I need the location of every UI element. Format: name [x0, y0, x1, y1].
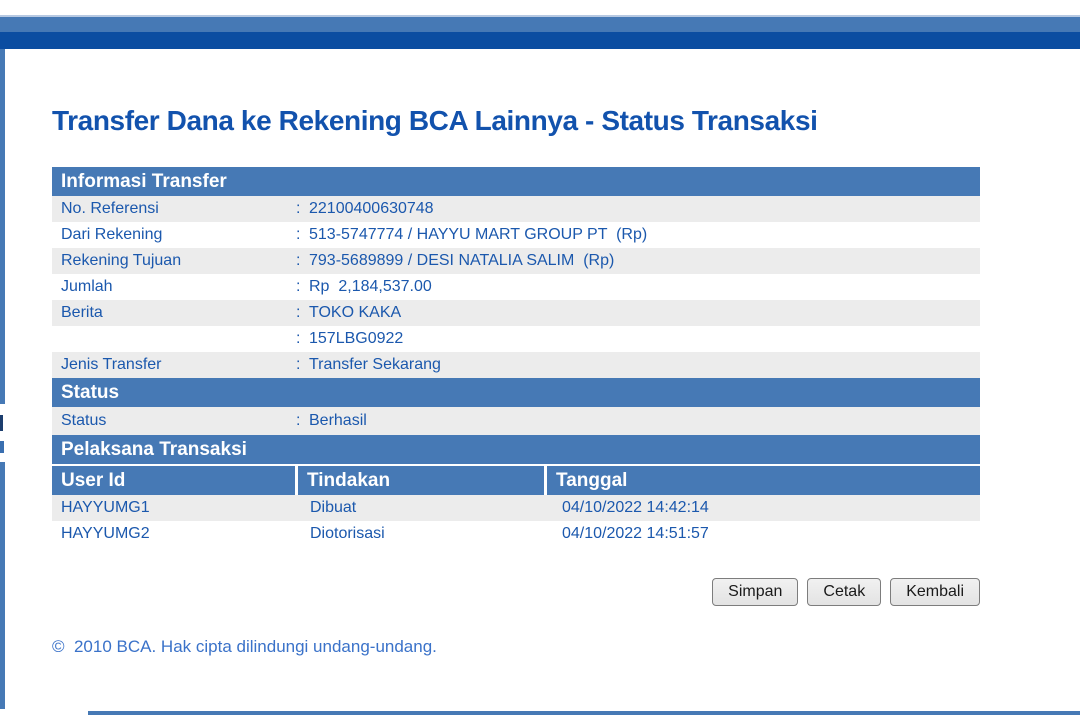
cetak-button[interactable]: Cetak	[807, 578, 882, 606]
table-row: No. Referensi : 22100400630748	[52, 196, 980, 222]
cell-tanggal: 04/10/2022 14:42:14	[562, 499, 709, 516]
row-value: 793-5689899 / DESI NATALIA SALIM (Rp)	[309, 252, 615, 269]
top-white-strip	[0, 0, 1080, 15]
header-bar-dark-blue	[0, 32, 1080, 49]
bottom-bar	[88, 711, 1080, 715]
pelaksana-column-header-row: User Id Tindakan Tanggal	[52, 464, 980, 495]
section-header-status: Status	[52, 378, 980, 407]
table-row: Berita : TOKO KAKA	[52, 300, 980, 326]
row-label: Jenis Transfer	[61, 356, 162, 373]
table-row: Dari Rekening : 513-5747774 / HAYYU MART…	[52, 222, 980, 248]
table-row: Jumlah : Rp 2,184,537.00	[52, 274, 980, 300]
row-value: 22100400630748	[309, 200, 434, 217]
table-row: Jenis Transfer : Transfer Sekarang	[52, 352, 980, 378]
top-divider-line	[0, 15, 1080, 17]
row-value: TOKO KAKA	[309, 304, 402, 321]
left-edge-fragment	[0, 441, 4, 453]
table-row: : 157LBG0922	[52, 326, 980, 352]
row-colon: :	[296, 412, 301, 429]
row-colon: :	[296, 356, 301, 373]
column-header-tindakan: Tindakan	[298, 466, 547, 495]
row-colon: :	[296, 278, 301, 295]
table-row: HAYYUMG2 Diotorisasi 04/10/2022 14:51:57	[52, 521, 980, 547]
left-edge-fragment	[0, 415, 3, 431]
row-colon: :	[296, 200, 301, 217]
row-colon: :	[296, 252, 301, 269]
column-header-tanggal: Tanggal	[556, 470, 628, 491]
row-label	[52, 326, 296, 352]
action-button-row: Simpan Cetak Kembali	[52, 578, 980, 606]
row-value: 513-5747774 / HAYYU MART GROUP PT (Rp)	[309, 226, 648, 243]
column-header-user-id: User Id	[52, 466, 298, 495]
page-title: Transfer Dana ke Rekening BCA Lainnya - …	[52, 105, 818, 136]
simpan-button[interactable]: Simpan	[712, 578, 799, 606]
header-bar-steel-blue	[0, 17, 1080, 32]
table-row: Status : Berhasil	[52, 407, 980, 435]
row-label: Berita	[61, 304, 103, 321]
row-value: Transfer Sekarang	[309, 356, 441, 373]
row-label: Dari Rekening	[61, 226, 163, 243]
status-value: Berhasil	[309, 412, 367, 429]
cell-user-id: HAYYUMG2	[61, 525, 150, 542]
section-header-informasi-transfer: Informasi Transfer	[52, 167, 980, 196]
kembali-button[interactable]: Kembali	[890, 578, 980, 606]
row-value: Rp 2,184,537.00	[309, 278, 432, 295]
row-colon: :	[296, 304, 301, 321]
cell-tindakan: Dibuat	[310, 499, 357, 516]
row-colon: :	[296, 330, 301, 347]
cell-tindakan: Diotorisasi	[310, 525, 385, 542]
left-edge-gap	[0, 404, 6, 462]
cell-user-id: HAYYUMG1	[61, 499, 150, 516]
row-label: Status	[61, 412, 107, 429]
row-label: No. Referensi	[61, 200, 159, 217]
main-content: Transfer Dana ke Rekening BCA Lainnya - …	[52, 49, 980, 657]
transaction-status-table: Informasi Transfer No. Referensi : 22100…	[52, 167, 980, 547]
row-colon: :	[296, 226, 301, 243]
left-edge-sidebar-sliver	[0, 49, 5, 709]
table-row: HAYYUMG1 Dibuat 04/10/2022 14:42:14	[52, 495, 980, 521]
row-value: 157LBG0922	[309, 330, 404, 347]
row-label: Jumlah	[61, 278, 113, 295]
section-header-pelaksana-transaksi: Pelaksana Transaksi	[52, 435, 980, 464]
row-label: Rekening Tujuan	[61, 252, 182, 269]
cell-tanggal: 04/10/2022 14:51:57	[562, 525, 709, 542]
copyright-text: © 2010 BCA. Hak cipta dilindungi undang-…	[52, 637, 437, 656]
table-row: Rekening Tujuan : 793-5689899 / DESI NAT…	[52, 248, 980, 274]
